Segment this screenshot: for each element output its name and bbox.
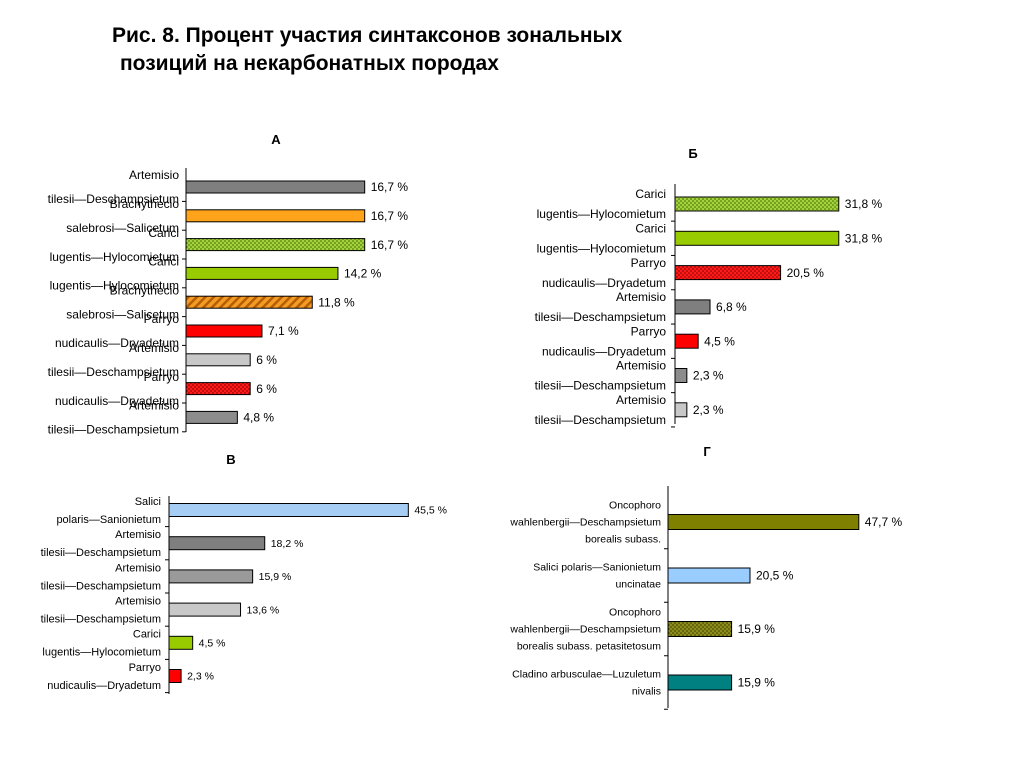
bar — [168, 602, 242, 617]
bar — [185, 382, 251, 396]
category-label: Parryo nudicaulis—Dryadetum — [55, 312, 179, 350]
value-label: 4,5 % — [199, 637, 226, 649]
category-label: Carici lugentis—Hylocomietum — [537, 187, 666, 221]
category-label: Brachythecio salebrosi—Salicetum — [66, 283, 179, 321]
bar — [674, 196, 840, 212]
value-label: 15,9 % — [738, 676, 776, 690]
category-label: Brachythecio salebrosi—Salicetum — [66, 197, 179, 235]
value-label: 31,8 % — [845, 197, 883, 211]
category-label: Artemisio tilesii—Deschampsietum — [41, 562, 161, 592]
bar — [667, 514, 860, 530]
bar — [185, 295, 313, 309]
category-label: Artemisio tilesii—Deschampsietum — [48, 341, 180, 379]
bar — [674, 368, 688, 383]
bar — [168, 635, 194, 650]
bar — [185, 238, 366, 252]
category-label: Salici polaris—Sanionietum — [56, 496, 161, 526]
value-label: 11,8 % — [318, 295, 355, 309]
bar — [168, 569, 254, 584]
category-label: Artemisio tilesii—Deschampsietum — [48, 168, 180, 206]
category-label: Artemisio tilesii—Deschampsietum — [41, 529, 161, 559]
chart-panel-2: В Salici polaris—Sanionietum 45,5 % Artemisi… — [41, 452, 447, 694]
bar — [667, 674, 733, 691]
chart-panel-1: Б Carici lugentis—Hylocomietum 31,8 % Carici… — [535, 146, 883, 428]
category-label: Artemisio tilesii—Deschampsietum — [535, 290, 667, 324]
value-label: 15,9 % — [259, 571, 292, 583]
chart-panel-0: А Artemisio tilesii—Deschampsietum 16,7 % Br… — [48, 132, 409, 437]
value-label: 2,3 % — [693, 369, 724, 383]
bar — [185, 209, 366, 223]
bar — [185, 353, 251, 367]
value-label: 16,7 % — [371, 209, 409, 223]
bar — [185, 180, 366, 194]
category-label: Carici lugentis—Hylocomietum — [50, 255, 179, 293]
value-label: 6,8 % — [716, 300, 747, 314]
slide-title: Рис. 8. Процент участия синтаксонов зона… — [112, 22, 872, 78]
title-line-1: Рис. 8. Процент участия синтаксонов зона… — [112, 24, 623, 47]
value-label: 15,9 % — [738, 622, 776, 636]
chart-panel-title: А — [271, 132, 281, 147]
bar — [168, 669, 182, 683]
value-label: 45,5 % — [414, 505, 447, 517]
value-label: 18,2 % — [271, 538, 304, 550]
bar — [185, 410, 238, 424]
value-label: 4,8 % — [243, 411, 274, 425]
value-label: 2,3 % — [693, 403, 724, 417]
bar — [185, 266, 339, 280]
value-label: 6 % — [256, 382, 277, 396]
bar — [168, 503, 409, 517]
bar — [674, 333, 699, 349]
category-label: Oncophoro wahlenbergii—Deschampsietum bore… — [509, 607, 661, 653]
category-label: Salici polaris—Sanionietum uncinatae — [533, 562, 661, 591]
category-label: Carici lugentis—Hylocomietum — [537, 222, 666, 256]
value-label: 13,6 % — [247, 604, 280, 616]
chart-panel-title: В — [226, 452, 235, 467]
value-label: 14,2 % — [344, 267, 382, 281]
value-label: 4,5 % — [704, 334, 735, 348]
category-label: Parryo nudicaulis—Dryadetum — [47, 662, 161, 692]
bar — [667, 567, 751, 584]
category-label: Artemisio tilesii—Deschampsietum — [535, 359, 667, 393]
bar — [674, 299, 711, 315]
category-label: Carici lugentis—Hylocomietum — [50, 226, 179, 264]
value-label: 7,1 % — [268, 324, 299, 338]
category-label: Artemisio tilesii—Deschampsietum — [41, 595, 161, 625]
value-label: 16,7 % — [371, 238, 409, 252]
value-label: 2,3 % — [187, 671, 214, 683]
value-label: 31,8 % — [845, 232, 883, 246]
chart-panel-title: Б — [688, 146, 697, 161]
category-label: Parryo nudicaulis—Dryadetum — [542, 256, 666, 290]
bar — [674, 402, 688, 418]
category-label: Parryo nudicaulis—Dryadetum — [55, 370, 179, 408]
category-label: Oncophoro wahlenbergii—Deschampsietum bore… — [509, 500, 661, 546]
category-label: Carici lugentis—Hylocomietum — [42, 629, 161, 659]
chart-panel-3: Г Oncophoro wahlenbergii—Deschampsietum bor… — [509, 444, 903, 710]
value-label: 47,7 % — [865, 515, 903, 529]
chart-panel-title: Г — [703, 444, 711, 459]
category-label: Parryo nudicaulis—Dryadetum — [542, 324, 666, 358]
category-label: Artemisio tilesii—Deschampsietum — [535, 393, 667, 427]
bar — [674, 265, 782, 281]
title-line-2: позиций на некарбонатных породах — [120, 52, 499, 75]
bar — [185, 324, 263, 338]
value-label: 6 % — [256, 353, 277, 367]
value-label: 20,5 % — [787, 266, 825, 280]
bar — [667, 621, 733, 637]
value-label: 20,5 % — [756, 569, 794, 583]
value-label: 16,7 % — [371, 180, 409, 194]
category-label: Artemisio tilesii—Deschampsietum — [48, 399, 180, 437]
bar — [168, 536, 266, 551]
category-label: Cladino arbusculae—Luzuletum nivalis — [512, 669, 661, 698]
bar — [674, 230, 840, 246]
